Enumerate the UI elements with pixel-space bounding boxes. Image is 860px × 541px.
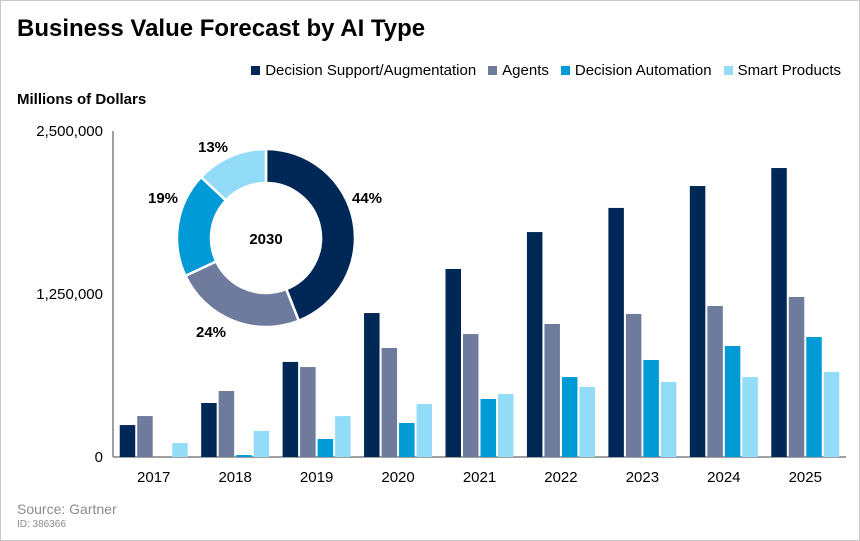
bar-decision-automation-2022	[561, 377, 578, 457]
x-tick-label: 2024	[707, 469, 740, 486]
bar-decision-support-augmentation-2025	[771, 168, 787, 457]
y-tick-label: 0	[95, 449, 103, 466]
bar-smart-products-2017	[172, 443, 188, 457]
bar-smart-products-2023	[660, 382, 677, 457]
bar-decision-automation-2018	[236, 455, 252, 457]
bar-agents-2017	[137, 416, 153, 457]
bar-decision-automation-2023	[643, 359, 659, 457]
donut-percent-label: 19%	[148, 190, 178, 207]
bar-agents-2018	[218, 391, 235, 457]
bar-decision-support-augmentation-2017	[119, 425, 136, 457]
x-tick-label: 2019	[300, 469, 333, 486]
bar-decision-automation-2020	[399, 422, 415, 457]
donut-slice-agents	[183, 259, 301, 329]
bar-decision-support-augmentation-2018	[201, 403, 217, 457]
x-tick-label: 2020	[381, 469, 414, 486]
donut-percent-label: 44%	[352, 190, 382, 207]
legend-swatch	[251, 66, 261, 75]
bar-decision-automation-2021	[480, 398, 496, 457]
bar-agents-2024	[707, 305, 723, 457]
x-tick-label: 2018	[218, 469, 251, 486]
legend-label: Smart Products	[737, 62, 841, 79]
bar-smart-products-2019	[335, 416, 351, 457]
legend-item: Decision Support/Augmentation	[251, 62, 476, 79]
x-tick-label: 2023	[626, 469, 659, 486]
bar-decision-support-augmentation-2021	[445, 268, 461, 457]
source-note: Source: Gartner	[17, 501, 117, 517]
legend-swatch	[488, 66, 498, 75]
bar-smart-products-2018	[253, 430, 270, 457]
legend-item: Decision Automation	[560, 62, 712, 79]
chart-title: Business Value Forecast by AI Type	[17, 15, 426, 42]
legend-item: Smart Products	[723, 62, 841, 79]
figure-id: ID: 386366	[17, 519, 66, 530]
legend-swatch	[560, 66, 570, 75]
bar-agents-2020	[381, 347, 398, 457]
donut-center-label: 2030	[249, 231, 282, 248]
donut-slice-smart-products	[199, 147, 268, 203]
bar-smart-products-2024	[742, 377, 758, 457]
x-tick-label: 2021	[463, 469, 496, 486]
x-tick-label: 2025	[789, 469, 822, 486]
y-tick-label: 1,250,000	[36, 286, 103, 303]
legend-label: Agents	[502, 62, 549, 79]
bar-agents-2023	[625, 313, 642, 457]
bar-smart-products-2020	[416, 404, 433, 457]
legend-swatch	[723, 66, 733, 75]
bar-decision-support-augmentation-2023	[608, 207, 624, 457]
bar-decision-automation-2019	[317, 439, 334, 457]
legend-label: Decision Support/Augmentation	[265, 62, 477, 79]
bar-agents-2025	[788, 296, 805, 457]
bar-decision-support-augmentation-2020	[364, 313, 380, 457]
bar-decision-automation-2024	[724, 346, 741, 457]
bar-decision-support-augmentation-2019	[282, 361, 299, 457]
legend-item: Agents	[488, 62, 549, 79]
legend-label: Decision Automation	[574, 62, 712, 79]
bar-agents-2022	[544, 323, 560, 457]
legend: Decision Support/Augmentation Agents Dec…	[251, 62, 841, 79]
donut-percent-label: 24%	[196, 324, 226, 341]
y-axis-label: Millions of Dollars	[17, 91, 147, 108]
donut-percent-label: 13%	[198, 139, 228, 156]
donut-slice-decision-support-augmentation	[264, 147, 357, 323]
bar-decision-automation-2025	[806, 337, 822, 457]
bar-agents-2019	[300, 367, 316, 457]
bar-smart-products-2022	[579, 386, 595, 457]
bar-decision-support-augmentation-2022	[526, 232, 543, 457]
bar-smart-products-2021	[498, 394, 514, 457]
bar-smart-products-2025	[823, 371, 840, 457]
bar-decision-support-augmentation-2024	[689, 186, 706, 457]
y-tick-label: 2,500,000	[36, 123, 103, 140]
x-tick-label: 2022	[544, 469, 577, 486]
bar-agents-2021	[463, 334, 479, 457]
x-tick-label: 2017	[137, 469, 170, 486]
